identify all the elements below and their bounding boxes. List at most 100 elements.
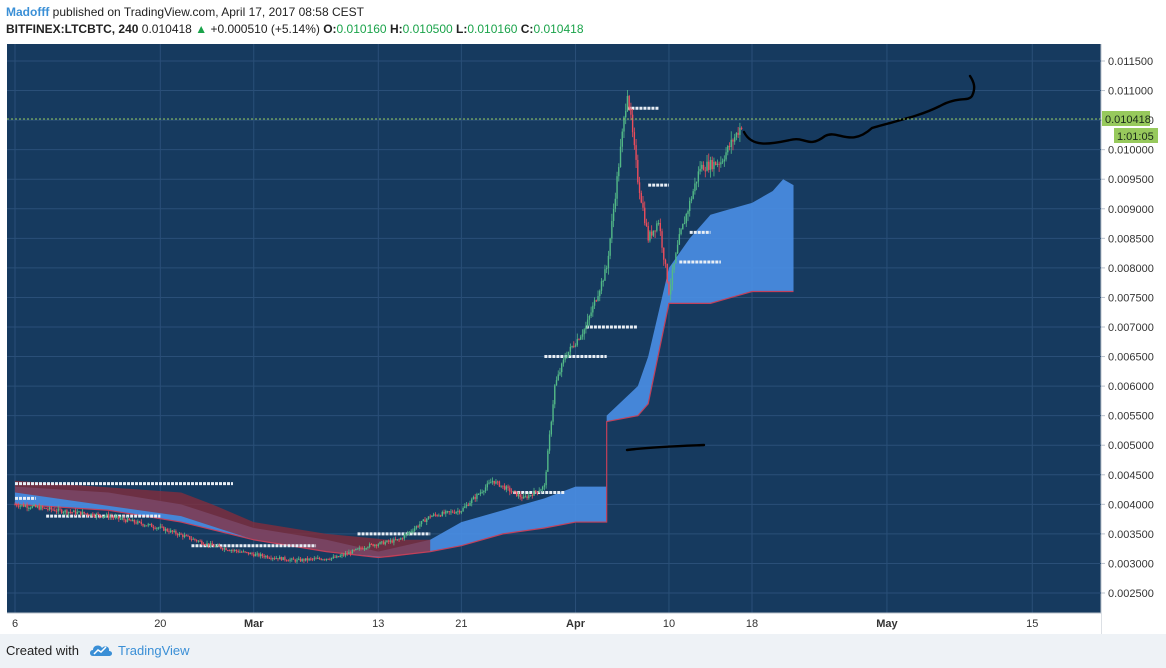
candle-body [140,521,142,524]
candle-body [479,492,482,495]
tradingview-link[interactable]: TradingView [118,643,190,658]
candle-body [612,208,615,221]
candle-body [287,560,290,562]
candle-body [377,544,380,546]
candle-body [401,538,404,540]
candle-body [557,374,559,381]
candle-body [344,553,347,556]
candle-body [491,480,494,483]
candle-body [621,131,623,147]
candle-body [676,244,679,254]
candle-body [213,545,215,547]
candle-body [419,524,421,527]
candle-body [239,551,241,553]
time-tick-label: Apr [566,618,586,630]
candle-body [311,558,314,560]
candle-body [337,556,340,558]
candle-body [232,550,234,552]
candle-body [282,557,284,561]
candle-body [329,559,331,561]
candle-body [31,506,34,508]
candle-body [206,543,208,545]
candle-body [306,558,309,561]
candle-body [137,521,139,524]
candle-body [528,495,530,499]
candle-body [71,512,73,514]
candle-body [317,557,319,559]
time-axis: 6 20 Mar 13 21 Apr 10 18 May 15 [0,612,1101,634]
candle-body [581,334,584,337]
candle-body [656,223,658,231]
candle-body [580,336,582,340]
candle-body [600,281,603,291]
symbol-line: BITFINEX:LTCBTC, 240 0.010418 ▲ +0.00051… [6,22,584,36]
candle-body [400,538,402,540]
candle-body [483,491,485,493]
candle-body [150,524,153,528]
candle-body [604,269,606,281]
candle-body [16,504,18,506]
candle-body [320,558,322,560]
author-link[interactable]: Madofff [6,5,50,19]
candle-body [669,284,672,295]
time-tick-label: May [876,618,898,630]
candle-body [247,552,250,555]
candle-body [571,346,573,348]
candle-body [495,481,497,484]
candle-body [590,312,592,317]
price-tick-label: 0.006000 [1108,381,1154,393]
grid-lines [7,44,1101,613]
symbol-name: BITFINEX:LTCBTC, 240 [6,22,139,36]
candle-body [490,482,492,484]
candle-body [362,548,364,550]
candle-body [180,533,182,535]
candle-body [540,489,542,491]
candle-body [21,504,23,506]
candle-body [566,356,568,358]
cloud-lower-line [14,290,794,559]
candle-body [678,234,681,245]
chart-area[interactable]: 0.0115000.0110000.0105000.0100000.009500… [0,44,1166,634]
candle-body [221,548,224,550]
candle-body [285,559,288,561]
price-tick-label: 0.011500 [1108,56,1153,68]
candle-body [261,554,264,557]
candle-body [458,510,461,513]
candle-body [194,538,196,540]
tradingview-cloud-icon[interactable] [88,641,114,664]
candle-body [562,359,565,364]
candle-body [291,558,293,560]
cloud-area-bearish [15,480,431,558]
candle-body [114,516,117,518]
candle-body [372,544,374,547]
candle-body [543,485,546,487]
price-chart[interactable]: 0.0115000.0110000.0105000.0100000.009500… [0,44,1166,634]
candle-body [671,269,674,285]
candle-body [410,531,412,533]
candle-body [152,527,155,529]
candle-body [645,223,648,227]
candle-body [349,552,352,554]
candle-body [498,481,501,487]
candle-body [296,559,298,562]
candle-body [299,558,302,562]
candle-body [737,132,739,135]
candle-body [95,513,98,517]
candle-body [356,548,359,550]
candle-body [339,555,341,557]
candle-body [86,513,89,515]
candle-body [185,535,187,537]
candle-body [517,494,520,497]
candle-body [472,497,475,500]
candle-body [616,176,618,199]
candle-body [464,506,466,508]
candle-body [341,554,343,556]
candle-body [375,544,378,546]
candle-body [343,554,345,556]
candle-body [465,504,468,507]
candle-body [407,533,409,535]
candle-body [740,127,743,129]
candle-body [41,506,44,508]
drawing-line [625,443,706,452]
candle-body [36,506,39,508]
